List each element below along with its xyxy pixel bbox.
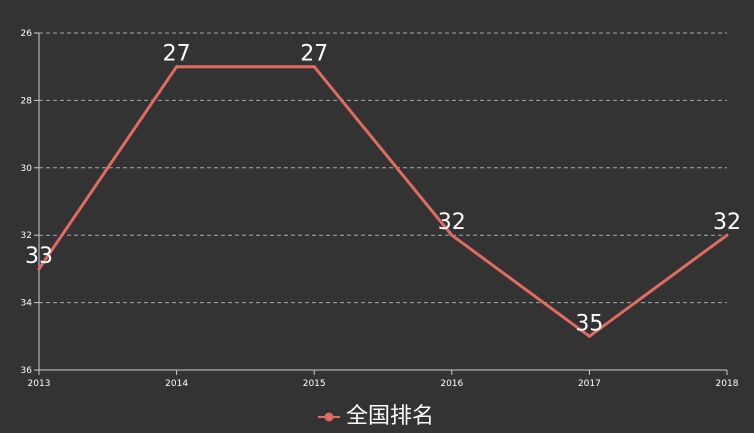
data-point (175, 65, 179, 69)
data-point (312, 65, 316, 69)
legend[interactable]: 全国排名 (318, 402, 434, 432)
data-point (725, 233, 729, 237)
data-label: 35 (575, 311, 603, 336)
data-label: 32 (438, 210, 466, 235)
x-tick-label: 2013 (28, 379, 51, 389)
y-tick-label: 28 (21, 96, 33, 106)
data-point (587, 334, 591, 338)
data-point (450, 233, 454, 237)
x-tick-label: 2015 (303, 379, 326, 389)
x-tick-label: 2017 (578, 379, 601, 389)
data-label: 27 (163, 42, 191, 67)
x-tick-label: 2018 (716, 379, 739, 389)
y-tick-label: 30 (21, 164, 33, 174)
data-label: 33 (25, 244, 53, 269)
y-tick-label: 26 (21, 29, 33, 39)
x-tick-label: 2014 (165, 379, 188, 389)
data-point (37, 267, 41, 271)
series-line (37, 65, 729, 338)
data-label: 32 (713, 210, 741, 235)
data-label: 27 (300, 42, 328, 67)
legend-label: 全国排名 (346, 404, 435, 429)
y-tick-label: 32 (21, 231, 32, 241)
y-tick-label: 36 (21, 366, 33, 376)
y-tick-label: 34 (21, 299, 33, 309)
legend-marker-icon (318, 412, 340, 422)
x-tick-label: 2016 (440, 379, 463, 389)
